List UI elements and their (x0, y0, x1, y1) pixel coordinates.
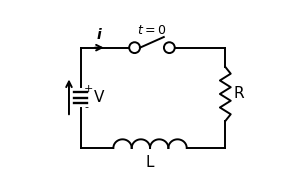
Text: -: - (84, 102, 88, 112)
Text: +: + (84, 84, 93, 94)
Text: i: i (97, 28, 101, 42)
Text: L: L (146, 155, 154, 170)
Text: R: R (234, 86, 244, 102)
Text: $t=0$: $t=0$ (137, 24, 167, 37)
Text: V: V (94, 90, 104, 105)
